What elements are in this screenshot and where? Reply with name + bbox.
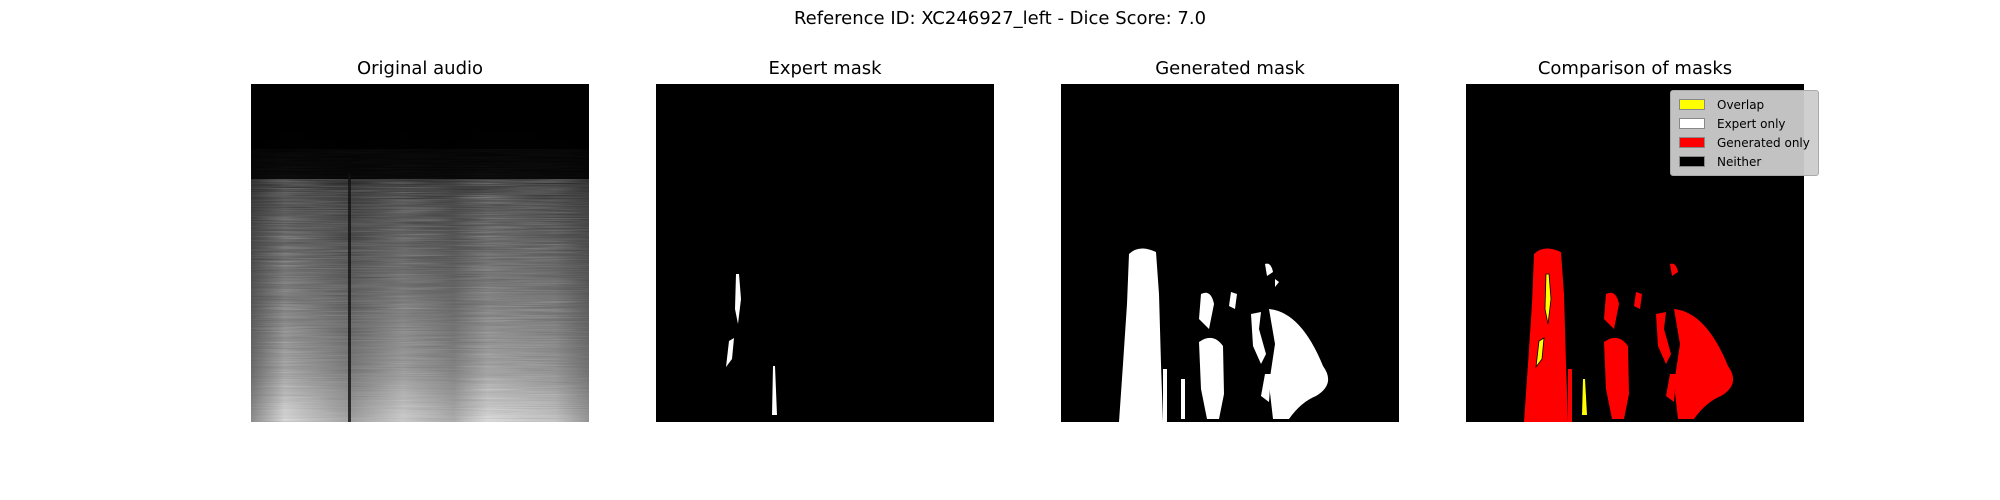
comparison-generated-region-9 <box>1666 374 1676 402</box>
legend-entry-overlap: Overlap <box>1679 95 1810 114</box>
legend-label-neither: Neither <box>1717 154 1762 169</box>
comparison-generated-region-1 <box>1524 248 1568 422</box>
generated-region-3 <box>1199 292 1214 329</box>
comparison-generated-region-6 <box>1670 263 1678 276</box>
spectrogram-panel <box>251 84 589 422</box>
generated-region-6 <box>1181 379 1185 419</box>
comparison-generated-region-4 <box>1634 292 1642 309</box>
legend-swatch-neither <box>1679 156 1705 167</box>
legend-label-expert-only: Expert only <box>1717 116 1786 131</box>
legend-swatch-overlap <box>1679 99 1705 110</box>
legend-entry-generated-only: Generated only <box>1679 133 1810 152</box>
comparison-generated-region-5 <box>1604 337 1629 419</box>
generated-region-2 <box>1163 369 1167 422</box>
legend-label-overlap: Overlap <box>1717 97 1765 112</box>
generated-region-10 <box>1269 309 1329 419</box>
comparison-generated-region-7 <box>1656 312 1671 364</box>
comparison-generated-region-8 <box>1674 309 1734 419</box>
generated-mask-image <box>1119 248 1329 422</box>
comparison-overlap-region-1 <box>1544 273 1552 325</box>
generated-region-9 <box>1251 312 1266 364</box>
generated-region-8 <box>1275 279 1279 287</box>
generated-region-7 <box>1265 263 1273 276</box>
legend-swatch-expert-only <box>1679 118 1705 129</box>
comparison-overlap-region-3 <box>1582 379 1587 415</box>
comparison-generated-region-2 <box>1568 369 1572 422</box>
panel-title-expert-mask: Expert mask <box>768 58 882 79</box>
panel-title-comparison: Comparison of masks <box>1537 58 1733 79</box>
mask-legend: Overlap Expert only Generated only Neith… <box>1670 90 1819 176</box>
spectrogram-image <box>251 84 589 422</box>
comparison-overlap-region-2 <box>1535 337 1545 369</box>
legend-entry-expert-only: Expert only <box>1679 114 1810 133</box>
generated-region-1 <box>1119 248 1163 422</box>
expert-mask-image <box>726 274 777 415</box>
panel-title-original-audio: Original audio <box>356 58 484 79</box>
generated-region-4 <box>1229 292 1237 309</box>
expert-region-3 <box>772 366 777 415</box>
expert-region-2 <box>726 338 734 367</box>
generated-region-11 <box>1261 374 1271 402</box>
expert-region-1 <box>735 274 741 324</box>
generated-mask-panel <box>1061 84 1399 422</box>
panel-title-generated-mask: Generated mask <box>1155 58 1305 79</box>
comparison-generated-region-3 <box>1604 292 1619 329</box>
comparison-mask-image <box>1524 248 1734 422</box>
expert-mask-panel <box>656 84 994 422</box>
legend-label-generated-only: Generated only <box>1717 135 1810 150</box>
generated-region-5 <box>1199 337 1224 419</box>
legend-entry-neither: Neither <box>1679 152 1810 171</box>
figure-suptitle: Reference ID: XC246927_left - Dice Score… <box>793 8 1207 29</box>
legend-swatch-generated-only <box>1679 137 1705 148</box>
